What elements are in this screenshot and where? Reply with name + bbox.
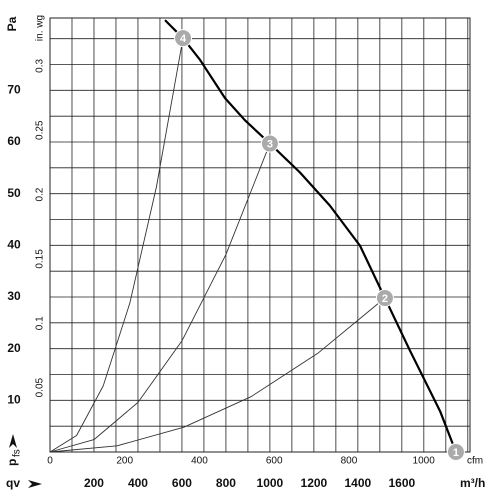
operating-point <box>174 29 193 48</box>
y-tick-label: 10 <box>7 393 21 407</box>
x-tick-label: 400 <box>128 476 148 490</box>
y2-tick-label: 0.05 <box>35 377 46 397</box>
y2-tick-label: 0.15 <box>35 249 46 269</box>
fan-curve <box>164 19 457 453</box>
y2-tick-label: 0.2 <box>35 187 46 201</box>
x-tick-label: 1000 <box>257 476 284 490</box>
x-tick-label: 600 <box>172 476 192 490</box>
x-arrow <box>28 480 42 488</box>
y2-tick-label: 0.3 <box>35 58 46 72</box>
operating-point <box>375 289 394 308</box>
x2-tick-label: 400 <box>191 456 208 467</box>
y-tick-label: 60 <box>7 134 21 148</box>
x2-unit: cfm <box>467 456 483 467</box>
y2-unit: in. wg <box>35 15 46 41</box>
operating-point-label: 3 <box>267 138 273 150</box>
x2-tick-label: 0 <box>47 456 53 467</box>
system-curve <box>49 143 271 453</box>
plot-frame <box>49 17 471 453</box>
x2-tick-label: 800 <box>341 456 358 467</box>
y-tick-label: 40 <box>7 238 21 252</box>
operating-point <box>260 134 279 153</box>
x2-tick-label: 200 <box>116 456 133 467</box>
system-curve <box>49 297 386 453</box>
y-tick-label: 30 <box>7 289 21 303</box>
y-unit: Pa <box>5 16 19 31</box>
x-tick-label: 1200 <box>301 476 328 490</box>
y-symbol: p <box>5 459 19 466</box>
operating-point-label: 4 <box>180 33 187 45</box>
x-symbol: qv <box>6 476 20 490</box>
x-tick-label: 200 <box>84 476 104 490</box>
x-tick-label: 800 <box>216 476 236 490</box>
y-arrow <box>9 434 17 448</box>
x-tick-label: 1600 <box>388 476 415 490</box>
y-tick-label: 70 <box>7 83 21 97</box>
y2-tick-label: 0.1 <box>35 316 46 330</box>
operating-point-label: 1 <box>453 447 459 459</box>
y-tick-label: 20 <box>7 341 21 355</box>
x2-tick-label: 1000 <box>413 456 436 467</box>
y-symbol-sub: fs <box>12 449 23 457</box>
x-tick-label: 1400 <box>345 476 372 490</box>
y2-tick-label: 0.25 <box>35 120 46 140</box>
x-unit: m³/h <box>460 476 485 490</box>
x2-tick-label: 600 <box>266 456 283 467</box>
operating-point-label: 2 <box>382 293 388 305</box>
y-tick-label: 50 <box>7 186 21 200</box>
operating-point <box>446 443 465 461</box>
system-curve <box>49 38 184 453</box>
